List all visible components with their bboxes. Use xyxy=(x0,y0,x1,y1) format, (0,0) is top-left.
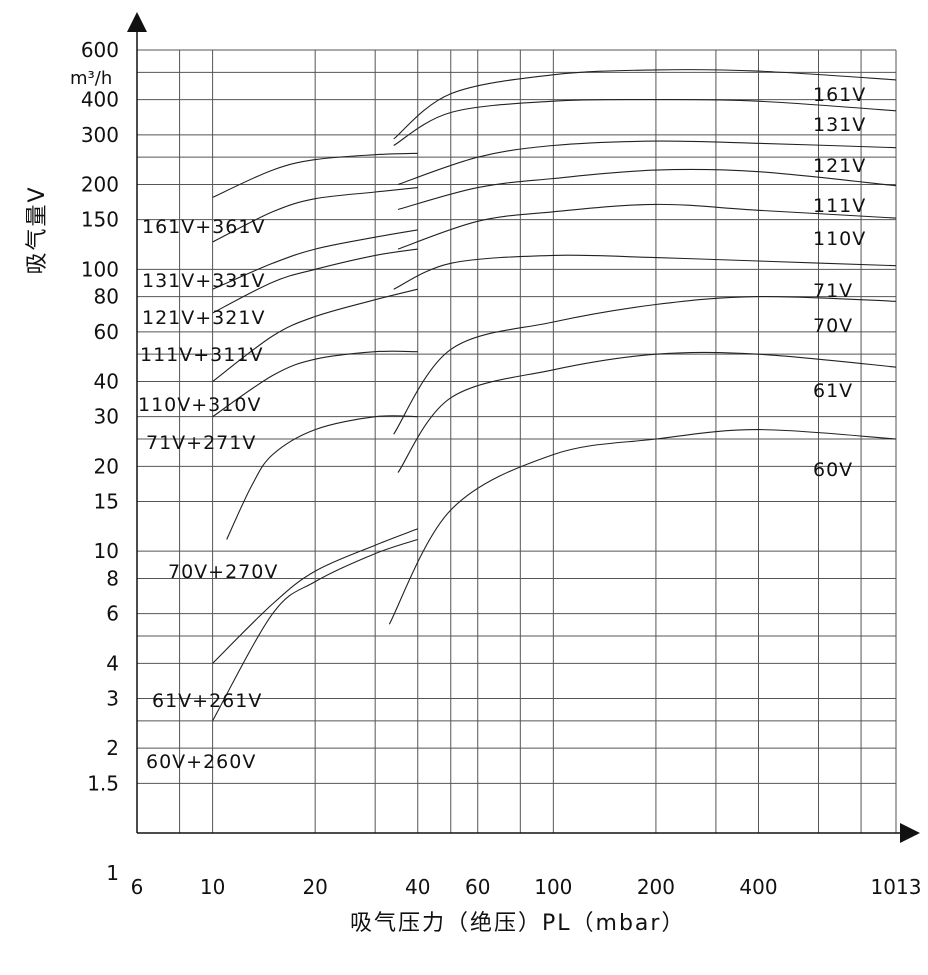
y-tick-label: 40 xyxy=(94,369,119,393)
series-line xyxy=(393,69,897,140)
axes xyxy=(127,12,920,843)
x-tick-label: 40 xyxy=(405,875,430,899)
series-line xyxy=(393,254,897,290)
series-label: 60V+260V xyxy=(146,751,256,773)
y-tick-label: 1.5 xyxy=(87,771,119,795)
series-label: 60V xyxy=(813,459,853,481)
series-label: 110V xyxy=(813,228,866,250)
grid xyxy=(137,49,897,833)
y-tick-label: 400 xyxy=(81,88,119,112)
y-tick-label: 200 xyxy=(81,172,119,196)
series-label: 61V+261V xyxy=(152,690,262,712)
series-line xyxy=(393,98,897,146)
y-axis-arrow xyxy=(127,12,147,32)
x-tick-label: 10 xyxy=(200,875,225,899)
series-label: 70V+270V xyxy=(168,561,278,583)
curve-labels: 161V 131V 121V 111V 110V 71V 70V 61V 60V 161V+361… xyxy=(138,84,866,773)
series-label: 70V xyxy=(813,315,853,337)
series-label: 131V xyxy=(813,114,866,136)
series-label: 121V xyxy=(813,155,866,177)
x-tick-label: 1013 xyxy=(871,875,922,899)
series-label: 121V+321V xyxy=(142,307,265,329)
series-line xyxy=(212,288,418,382)
x-axis-title: 吸气压力（绝压）PL（mbar） xyxy=(350,911,685,936)
series-label: 71V+271V xyxy=(146,432,256,454)
series-line xyxy=(212,187,418,243)
x-tick-label: 20 xyxy=(302,875,327,899)
y-tick-label: 8 xyxy=(106,566,119,590)
y-tick-label: 20 xyxy=(94,454,119,478)
y-tick-label: 4 xyxy=(106,651,119,675)
series-line xyxy=(212,248,418,314)
x-tick-label: 400 xyxy=(739,875,777,899)
series-line xyxy=(212,229,418,290)
y-tick-label: 15 xyxy=(94,490,119,514)
series-label: 110V+310V xyxy=(138,394,261,416)
series-line xyxy=(212,350,418,418)
y-tick-label: 150 xyxy=(81,208,119,232)
series-label: 161V+361V xyxy=(142,216,265,238)
series-line xyxy=(212,528,418,664)
series-line xyxy=(388,429,897,625)
series-line xyxy=(397,168,897,211)
series-label: 131V+331V xyxy=(142,270,265,292)
series-line xyxy=(397,140,897,186)
series-line xyxy=(212,152,418,198)
y-unit-label: m³/h xyxy=(70,68,112,89)
x-tick-label: 200 xyxy=(637,875,675,899)
series-line xyxy=(212,538,418,722)
series-label: 111V+311V xyxy=(140,344,263,366)
series-label: 161V xyxy=(813,84,866,106)
y-tick-label: 2 xyxy=(106,736,119,760)
series-line xyxy=(397,351,897,473)
series-label: 111V xyxy=(813,195,866,217)
y-tick-label: 3 xyxy=(106,687,119,711)
tick-labels: 6 10 20 40 60 100 200 400 1013600400300200150100… xyxy=(81,38,922,899)
y-tick-label: 80 xyxy=(94,285,119,309)
series-line xyxy=(226,415,418,540)
curves xyxy=(212,69,897,722)
x-tick-label: 60 xyxy=(465,875,490,899)
y-tick-label: 30 xyxy=(94,405,119,429)
x-axis-arrow xyxy=(900,823,920,843)
y-tick-label: 6 xyxy=(106,602,119,626)
y-tick-label: 10 xyxy=(94,539,119,563)
y-tick-label: 60 xyxy=(94,320,119,344)
y-axis-title: 吸气量V xyxy=(25,185,50,274)
series-line xyxy=(393,296,897,435)
series-line xyxy=(397,203,897,250)
y-tick-label: 100 xyxy=(81,257,119,281)
y-tick-label: 600 xyxy=(81,38,119,62)
y-tick-label: 300 xyxy=(81,123,119,147)
y-tick-label: 1 xyxy=(106,861,119,885)
x-tick-label: 100 xyxy=(534,875,572,899)
series-label: 61V xyxy=(813,380,853,402)
x-tick-label: 6 xyxy=(131,875,144,899)
series-label: 71V xyxy=(813,280,853,302)
